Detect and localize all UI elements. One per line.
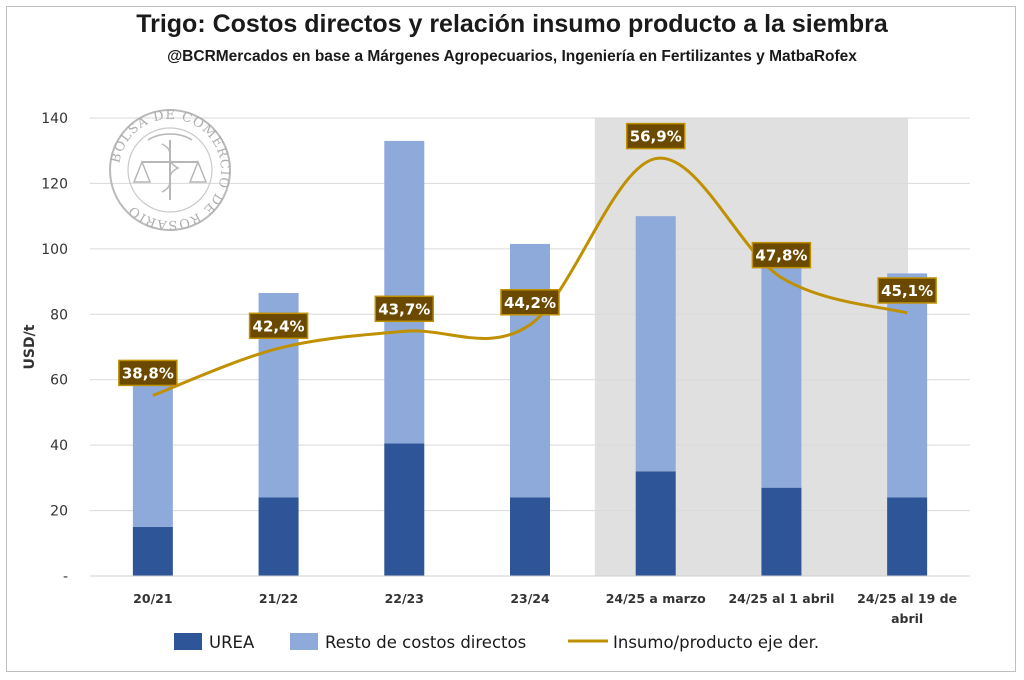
ratio-data-label: 43,7% [378, 300, 430, 318]
legend-label-line: Insumo/producto eje der. [613, 633, 819, 652]
bar-resto [384, 140, 425, 444]
x-tick-label: 20/21 [133, 591, 172, 606]
chart-title: Trigo: Costos directos y relación insumo… [136, 10, 888, 38]
x-tick-label: 21/22 [259, 591, 298, 606]
x-axis-ticks: 20/21 21/22 22/23 23/24 24/25 a marzo 24/25 a… [133, 591, 957, 626]
x-tick-label: 24/25 al 1 abril [728, 591, 834, 606]
legend-swatch-urea [174, 633, 202, 650]
bar-resto [761, 263, 802, 488]
y-axis-ticks: - 20 40 60 80 100 120 140 [41, 111, 68, 585]
bar-resto [510, 243, 550, 498]
ratio-data-label: 42,4% [253, 317, 305, 335]
x-tick-label: 24/25 al 19 de [857, 591, 957, 606]
chart-subtitle: @BCRMercados en base a Márgenes Agropecu… [167, 48, 857, 65]
ratio-label-box [118, 359, 178, 387]
legend: UREA Resto de costos directos Insumo/produ… [174, 633, 819, 652]
ratio-data-label: 38,8% [122, 364, 174, 382]
ratio-data-label: 56,9% [630, 128, 682, 146]
y-axis-label: USD/t [22, 324, 38, 369]
x-tick-label: abril [891, 611, 923, 626]
ratio-label-box [248, 312, 309, 340]
y-tick-label: 100 [41, 242, 68, 258]
ratio-label-box [877, 277, 937, 304]
chart-frame [6, 6, 1016, 672]
bar-urea [384, 443, 425, 576]
y-tick-label: 60 [50, 373, 68, 389]
ratio-label-box [625, 122, 686, 150]
legend-swatch-resto [290, 633, 318, 650]
y-tick-label: 20 [50, 504, 68, 520]
bar-resto [635, 216, 676, 472]
bar-resto [132, 364, 173, 527]
y-tick-label: 140 [41, 111, 68, 127]
bars [132, 140, 928, 576]
ratio-data-label: 44,2% [504, 294, 556, 312]
bar-urea [761, 487, 802, 576]
x-tick-label: 23/24 [510, 591, 550, 606]
x-tick-label: 24/25 a marzo [606, 591, 706, 606]
bar-urea [510, 497, 550, 576]
bar-resto [887, 273, 928, 498]
ratio-data-label: 47,8% [755, 247, 807, 265]
y-tick-label: - [63, 569, 68, 585]
bar-urea [132, 526, 173, 576]
y-tick-label: 80 [50, 307, 68, 323]
legend-label-resto: Resto de costos directos [325, 633, 526, 652]
legend-label-urea: UREA [209, 633, 255, 652]
bar-urea [887, 497, 928, 576]
y-tick-label: 120 [41, 176, 68, 192]
ratio-data-label: 45,1% [881, 282, 933, 300]
ratio-label-box [500, 289, 560, 316]
y-tick-label: 40 [50, 438, 68, 454]
bar-urea [635, 471, 676, 576]
ratio-line-layer: 38,8% 42,4% 43,7% 44,2% 56,9% 47,8% 45,1% [118, 122, 937, 397]
x-tick-label: 22/23 [385, 591, 424, 606]
ratio-label-box [374, 295, 435, 323]
ratio-label-box [751, 241, 812, 269]
bar-urea [258, 497, 299, 576]
watermark-seal: BOLSA DE COMERCIO DE ROSARIO [108, 108, 231, 232]
